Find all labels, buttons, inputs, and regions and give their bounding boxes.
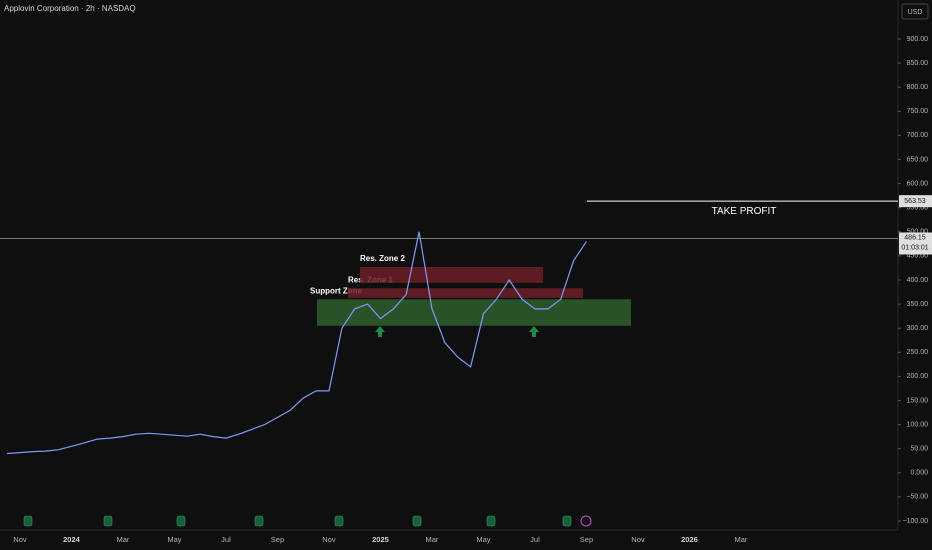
zone — [360, 266, 543, 283]
x-tick-label: Jul — [221, 535, 231, 544]
y-tick-label: 50.00 — [910, 446, 928, 453]
y-tick-label: 900.00 — [907, 36, 929, 43]
earnings-icon — [103, 515, 113, 527]
y-tick-label: 150.00 — [907, 397, 929, 404]
earnings-icon — [176, 515, 186, 527]
y-tick-label: 600.00 — [907, 180, 929, 187]
price-axis — [898, 0, 932, 550]
x-tick-label: May — [167, 535, 181, 544]
x-tick-label: 2026 — [681, 535, 698, 544]
zone-label: Support Zone — [310, 286, 363, 295]
x-tick-label: Jul — [530, 535, 540, 544]
y-tick-label: 800.00 — [907, 84, 929, 91]
zone-label: Res. Zone 2 — [360, 254, 405, 263]
x-tick-label: May — [476, 535, 490, 544]
y-tick-label: 400.00 — [907, 277, 929, 284]
x-tick-label: Sep — [271, 535, 284, 544]
y-tick-label: −50.00 — [906, 494, 928, 501]
up-arrow — [375, 326, 385, 337]
take-profit-box — [899, 195, 932, 208]
y-tick-label: 250.00 — [907, 349, 929, 356]
y-tick-label: 100.00 — [907, 421, 929, 428]
y-tick-label: 500.00 — [907, 229, 929, 236]
last-price-label: 486.15 — [904, 234, 926, 241]
zone — [317, 299, 631, 326]
x-tick-label: Mar — [117, 535, 130, 544]
y-tick-label: 750.00 — [907, 108, 929, 115]
currency[interactable]: USD — [908, 9, 923, 16]
x-tick-label: 2025 — [372, 535, 389, 544]
earnings-icon — [562, 515, 572, 527]
y-tick-label: 650.00 — [907, 156, 929, 163]
y-tick-label: 850.00 — [907, 60, 929, 67]
event-icon — [580, 515, 592, 527]
x-tick-label: Nov — [13, 535, 27, 544]
x-tick-label: 2024 — [63, 535, 81, 544]
take-profit-label: TAKE PROFIT — [712, 206, 777, 217]
earnings-icon — [23, 515, 33, 527]
x-tick-label: Sep — [580, 535, 593, 544]
zone — [348, 288, 583, 298]
y-tick-label: 450.00 — [907, 253, 929, 260]
x-tick-label: Mar — [735, 535, 748, 544]
countdown: 01:03:01 — [901, 244, 928, 251]
arrows — [375, 326, 539, 337]
take-profit-price: 563.53 — [904, 198, 926, 205]
price-line — [7, 231, 587, 455]
y-tick-label: 700.00 — [907, 132, 929, 139]
y-tick-label: 550.00 — [907, 205, 929, 212]
earnings-icon — [334, 515, 344, 527]
x-tick-label: Mar — [426, 535, 439, 544]
y-tick-label: 300.00 — [907, 325, 929, 332]
earnings-icon — [486, 515, 496, 527]
y-tick-label: −100.00 — [903, 518, 929, 525]
x-tick-label: Nov — [631, 535, 645, 544]
up-arrow — [529, 326, 539, 337]
y-tick-label: 0.000 — [910, 470, 928, 477]
chart-title: Applovin Corporation · 2h · NASDAQ — [4, 4, 136, 13]
y-tick-label: 200.00 — [907, 373, 929, 380]
x-tick-label: Nov — [322, 535, 336, 544]
y-tick-label: 350.00 — [907, 301, 929, 308]
currency-button[interactable] — [901, 3, 929, 20]
earnings-icon — [254, 515, 264, 527]
last-price-box — [899, 232, 932, 255]
earnings-icon — [412, 515, 422, 527]
